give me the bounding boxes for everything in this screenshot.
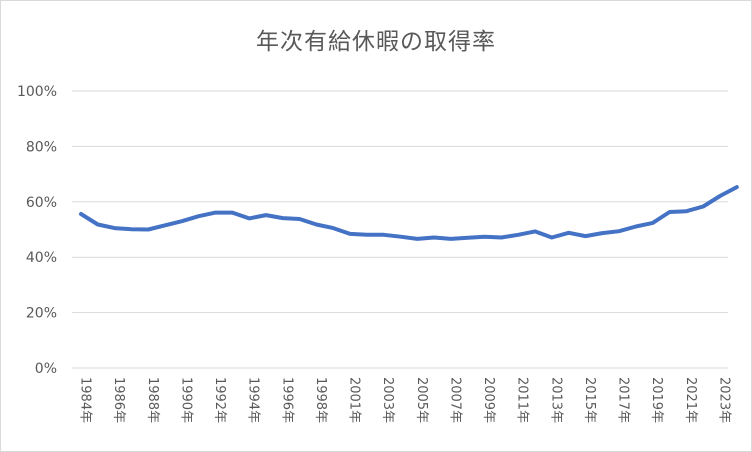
y-tick-label: 40% [26, 250, 57, 266]
y-tick-label: 100% [17, 84, 57, 100]
x-tick-label: 1986年 [111, 377, 126, 423]
x-tick-label: 2015年 [582, 377, 597, 423]
x-tick-label: 1992年 [212, 377, 227, 423]
x-tick-label: 2009年 [481, 377, 496, 423]
x-tick-label: 2007年 [447, 377, 462, 423]
x-tick-label: 2013年 [548, 377, 563, 423]
x-tick-label: 2005年 [414, 377, 429, 423]
x-tick-label: 2017年 [616, 377, 631, 423]
x-tick-label: 1996年 [279, 377, 294, 423]
y-tick-label: 60% [26, 195, 57, 211]
x-tick-label: 1990年 [178, 377, 193, 423]
y-tick-label: 80% [26, 139, 57, 155]
y-tick-label: 20% [26, 306, 57, 322]
x-tick-label: 2019年 [649, 377, 664, 423]
x-tick-label: 2001年 [347, 377, 362, 423]
x-tick-label: 1984年 [78, 377, 93, 423]
x-tick-label: 2021年 [683, 377, 698, 423]
y-tick-label: 0% [35, 361, 57, 377]
x-tick-label: 1988年 [145, 377, 160, 423]
x-tick-label: 1994年 [246, 377, 261, 423]
x-tick-label: 1998年 [313, 377, 328, 423]
x-tick-label: 2011年 [515, 377, 530, 423]
x-tick-label: 2023年 [717, 377, 732, 423]
chart-title: 年次有給休暇の取得率 [256, 29, 496, 55]
x-tick-label: 2003年 [380, 377, 395, 423]
data-line [79, 185, 739, 241]
